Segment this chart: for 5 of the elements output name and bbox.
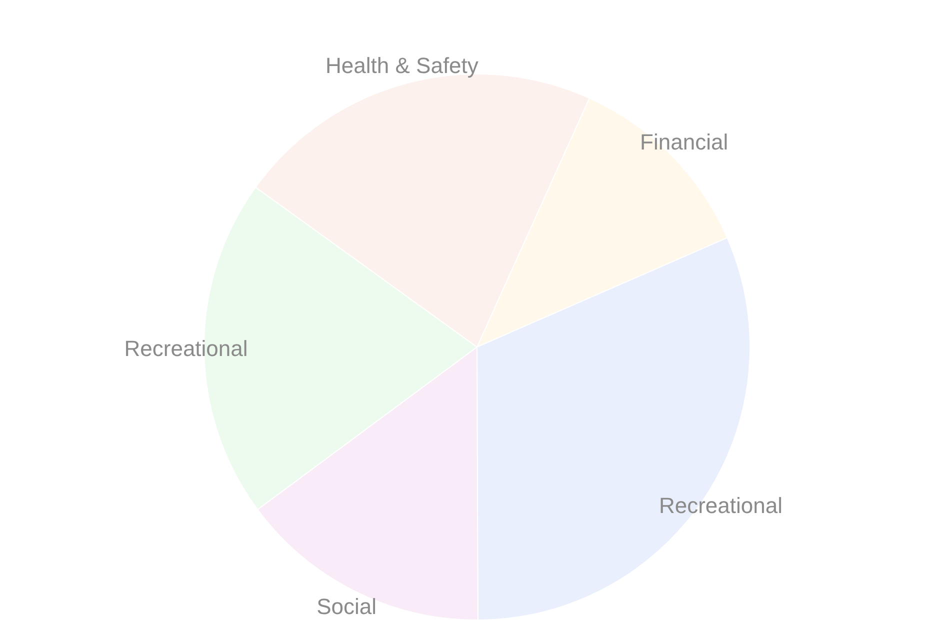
slice-label: Financial bbox=[640, 130, 728, 155]
slice-label: Social bbox=[316, 594, 376, 620]
slice-label: Health & Safety bbox=[326, 52, 478, 78]
slice-label: Recreational bbox=[658, 493, 782, 518]
slice-label: Recreational bbox=[124, 336, 248, 361]
